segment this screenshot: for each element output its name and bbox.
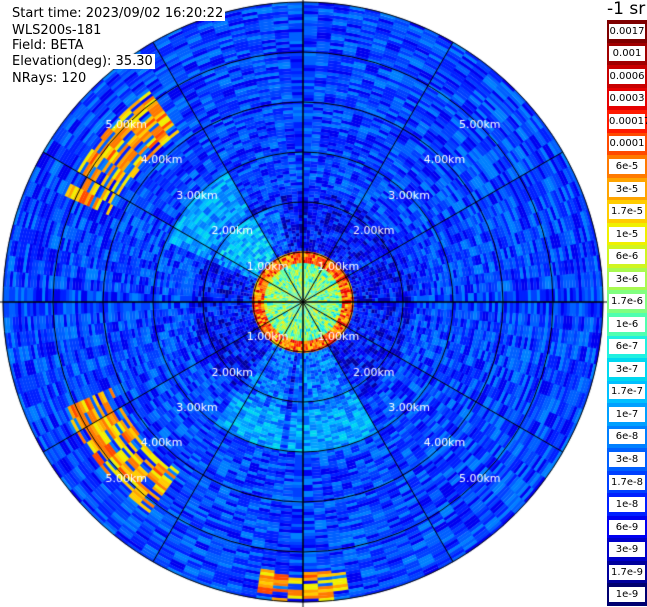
colorbar-cell: 1e-7 xyxy=(607,403,647,427)
colorbar-tick-label: 1.7e-5 xyxy=(609,204,645,220)
colorbar-tick-label: 6e-5 xyxy=(609,158,645,174)
colorbar-cell: 0.00017 xyxy=(607,110,647,134)
field-label: Field: BETA xyxy=(12,38,86,53)
colorbar-tick-label: 0.001 xyxy=(609,46,645,62)
colorbar-cell: 3e-6 xyxy=(607,267,647,291)
colorbar-tick-label: 1.7e-7 xyxy=(609,384,645,400)
colorbar-tick-label: 6e-7 xyxy=(609,339,645,355)
colorbar-cell: 0.0006 xyxy=(607,65,647,89)
colorbar-cell: 6e-7 xyxy=(607,335,647,359)
colorbar-cell: 6e-5 xyxy=(607,155,647,179)
colorbar-tick-label: 0.0006 xyxy=(609,68,645,84)
colorbar-cell: 1e-5 xyxy=(607,222,647,246)
colorbar-cell: 1e-8 xyxy=(607,493,647,517)
colorbar-cell: 0.001 xyxy=(607,42,647,66)
ppi-plot xyxy=(0,0,607,607)
colorbar-tick-label: 3e-8 xyxy=(609,451,645,467)
colorbar-tick-label: 3e-6 xyxy=(609,271,645,287)
colorbar-tick-label: 0.0003 xyxy=(609,91,645,107)
colorbar-tick-label: 1e-8 xyxy=(609,497,645,513)
colorbar-tick-label: 3e-5 xyxy=(609,181,645,197)
colorbar-cell: 3e-9 xyxy=(607,538,647,562)
colorbar-tick-label: 3e-9 xyxy=(609,542,645,558)
colorbar-cell: 0.0003 xyxy=(607,87,647,111)
colorbar: 0.0017 0.001 0.0006 0.0003 0.00017 0.0001 6e-5… xyxy=(607,20,647,607)
colorbar-tick-label: 1e-9 xyxy=(609,587,645,603)
colorbar-tick-label: 1.7e-9 xyxy=(609,564,645,580)
colorbar-tick-label: 0.0017 xyxy=(609,23,645,39)
colorbar-cell: 1.7e-5 xyxy=(607,200,647,224)
colorbar-cell: 3e-5 xyxy=(607,177,647,201)
colorbar-cell: 1.7e-7 xyxy=(607,380,647,404)
colorbar-cell: 1.7e-9 xyxy=(607,560,647,584)
colorbar-tick-label: 1.7e-8 xyxy=(609,474,645,490)
colorbar-tick-label: 1.7e-6 xyxy=(609,294,645,310)
colorbar-cell: 1e-9 xyxy=(607,583,647,607)
colorbar-tick-label: 6e-8 xyxy=(609,429,645,445)
colorbar-cell: 6e-6 xyxy=(607,245,647,269)
instrument-label: WLS200s-181 xyxy=(12,23,104,38)
colorbar-cell: 6e-8 xyxy=(607,425,647,449)
colorbar-tick-label: 1e-5 xyxy=(609,226,645,242)
colorbar-tick-label: 1e-6 xyxy=(609,316,645,332)
colorbar-tick-label: 0.0001 xyxy=(609,136,645,152)
colorbar-tick-label: 1e-7 xyxy=(609,406,645,422)
colorbar-tick-label: 6e-9 xyxy=(609,519,645,535)
colorbar-cell: 0.0001 xyxy=(607,132,647,156)
colorbar-cell: 0.0017 xyxy=(607,20,647,44)
colorbar-units: -1 sr xyxy=(607,0,646,19)
colorbar-cell: 3e-7 xyxy=(607,358,647,382)
colorbar-tick-label: 6e-6 xyxy=(609,249,645,265)
colorbar-cell: 1.7e-8 xyxy=(607,470,647,494)
nrays-label: NRays: 120 xyxy=(12,71,89,86)
colorbar-tick-label: 0.00017 xyxy=(609,113,647,129)
colorbar-cell: 6e-9 xyxy=(607,515,647,539)
colorbar-cell: 1e-6 xyxy=(607,313,647,337)
colorbar-cell: 3e-8 xyxy=(607,448,647,472)
start-time-label: Start time: 2023/09/02 16:20:22 xyxy=(12,6,226,21)
elevation-label: Elevation(deg): 35.30 xyxy=(12,54,155,69)
colorbar-cell: 1.7e-6 xyxy=(607,290,647,314)
colorbar-tick-label: 3e-7 xyxy=(609,361,645,377)
